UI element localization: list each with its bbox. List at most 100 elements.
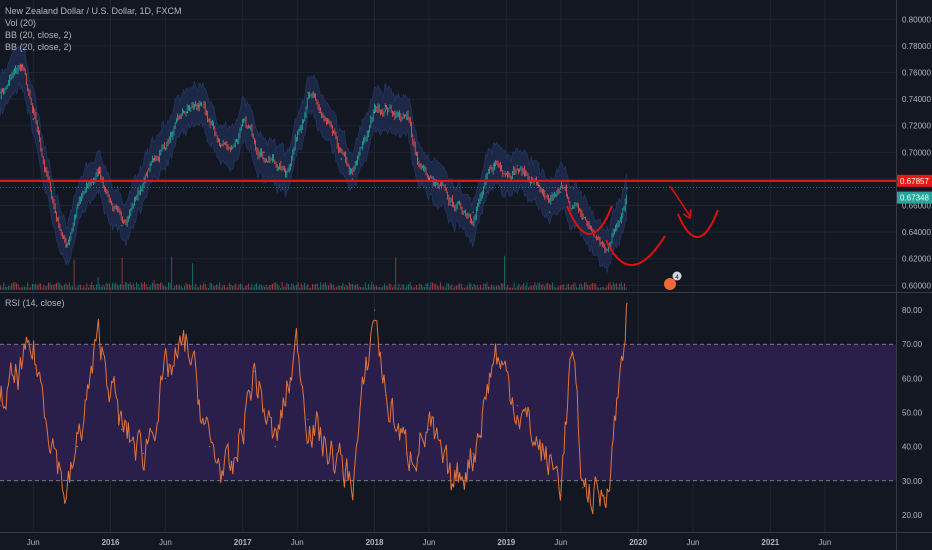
volume-bar [379, 287, 381, 290]
volume-bar [382, 286, 384, 290]
volume-bar [171, 256, 173, 290]
price-point [417, 158, 419, 160]
volume-bar [72, 286, 73, 290]
volume-bar [542, 283, 544, 290]
volume-bar [140, 282, 142, 290]
volume-bar [388, 283, 390, 290]
volume-bar [233, 285, 235, 290]
volume-bar [240, 283, 241, 290]
volume-bar [315, 284, 317, 290]
volume-bar [52, 284, 54, 290]
volume-bar [440, 282, 441, 290]
volume-bar [222, 285, 224, 290]
volume-bar [342, 283, 344, 290]
rsi-band [0, 343, 896, 482]
volume-bar [328, 285, 329, 290]
x-tick-label: Jun [818, 538, 831, 547]
volume-bar [412, 287, 414, 290]
price-point [384, 104, 387, 107]
volume-bar [38, 283, 40, 290]
volume-legend[interactable]: Vol (20) [5, 18, 37, 28]
volume-bar [75, 287, 77, 290]
volume-bar [355, 284, 357, 290]
price-point [582, 218, 584, 220]
rsi-point [472, 452, 474, 455]
volume-bar [22, 286, 24, 290]
x-tick-label: 2016 [102, 538, 120, 547]
volume-bar [243, 287, 245, 290]
bollinger-band [0, 42, 627, 273]
volume-bar [361, 287, 363, 290]
volume-bar [376, 285, 377, 290]
volume-bar [515, 287, 517, 290]
volume-bar [27, 282, 29, 290]
volume-bar [41, 287, 43, 290]
volume-bar [6, 287, 8, 290]
rsi-overbought-oversold-band [0, 344, 896, 481]
rsi-y-tick-label: 40.00 [902, 443, 923, 452]
volume-bar [294, 285, 296, 290]
volume-bar [529, 285, 531, 290]
volume-bar [160, 282, 161, 290]
volume-bar [152, 282, 153, 290]
volume-bar [584, 282, 585, 290]
price-point [0, 91, 1, 94]
volume-bar [220, 287, 222, 290]
volume-bar [604, 287, 606, 290]
rsi-y-tick-label: 60.00 [902, 374, 923, 383]
volume-bar [345, 284, 347, 290]
price-point [340, 158, 343, 160]
rsi-y-tick-label: 80.00 [902, 306, 923, 315]
volume-bar [56, 283, 57, 290]
rsi-point [516, 405, 519, 407]
volume-bar [406, 285, 408, 290]
volume-bar [408, 284, 409, 290]
volume-bar [435, 283, 437, 290]
rsi-point [385, 394, 387, 397]
volume-bar [289, 287, 291, 290]
y-tick-label: 0.78000 [902, 42, 931, 51]
volume-bar [505, 287, 507, 290]
volume-bar [572, 283, 574, 290]
volume-bar [358, 286, 360, 290]
volume-bar [561, 284, 563, 290]
volume-bar [80, 284, 81, 290]
price-point [32, 118, 35, 120]
bb-legend-2[interactable]: BB (20, close, 2) [5, 42, 72, 52]
volume-bar [283, 286, 285, 290]
projection-arrow [669, 185, 691, 217]
volume-bar [500, 283, 502, 290]
rsi-point [428, 428, 430, 431]
volume-bar [262, 285, 264, 290]
symbol-title[interactable]: New Zealand Dollar / U.S. Dollar, 1D, FX… [5, 6, 182, 16]
volume-bar [188, 284, 190, 290]
volume-bar [483, 283, 485, 290]
volume-bar [419, 283, 421, 290]
volume-bar [97, 277, 99, 290]
volume-bar [206, 287, 208, 290]
volume-bar [70, 286, 72, 290]
head-curve [605, 235, 666, 266]
volume-bar [353, 285, 355, 290]
volume-bar [86, 283, 88, 290]
volume-bar [24, 286, 25, 290]
x-tick-label: Jun [554, 538, 567, 547]
volume-bar [476, 285, 478, 290]
price-point [285, 171, 287, 174]
volume-bar [20, 287, 22, 290]
volume-bar [360, 287, 361, 290]
event-badge[interactable]: 4 [664, 271, 682, 291]
volume-bar [43, 284, 45, 290]
volume-bar [200, 284, 201, 290]
rsi-legend[interactable]: RSI (14, close) [5, 298, 65, 308]
volume-bar [449, 285, 451, 290]
projection-arrow-head [682, 208, 692, 220]
volume-bar [499, 286, 501, 290]
volume-bar [123, 284, 125, 290]
bb-legend-1[interactable]: BB (20, close, 2) [5, 30, 72, 40]
volume-bar [286, 282, 288, 290]
x-tick-label: 2021 [761, 538, 779, 547]
volume-bar [9, 286, 11, 290]
x-tick-label: Jun [423, 538, 436, 547]
